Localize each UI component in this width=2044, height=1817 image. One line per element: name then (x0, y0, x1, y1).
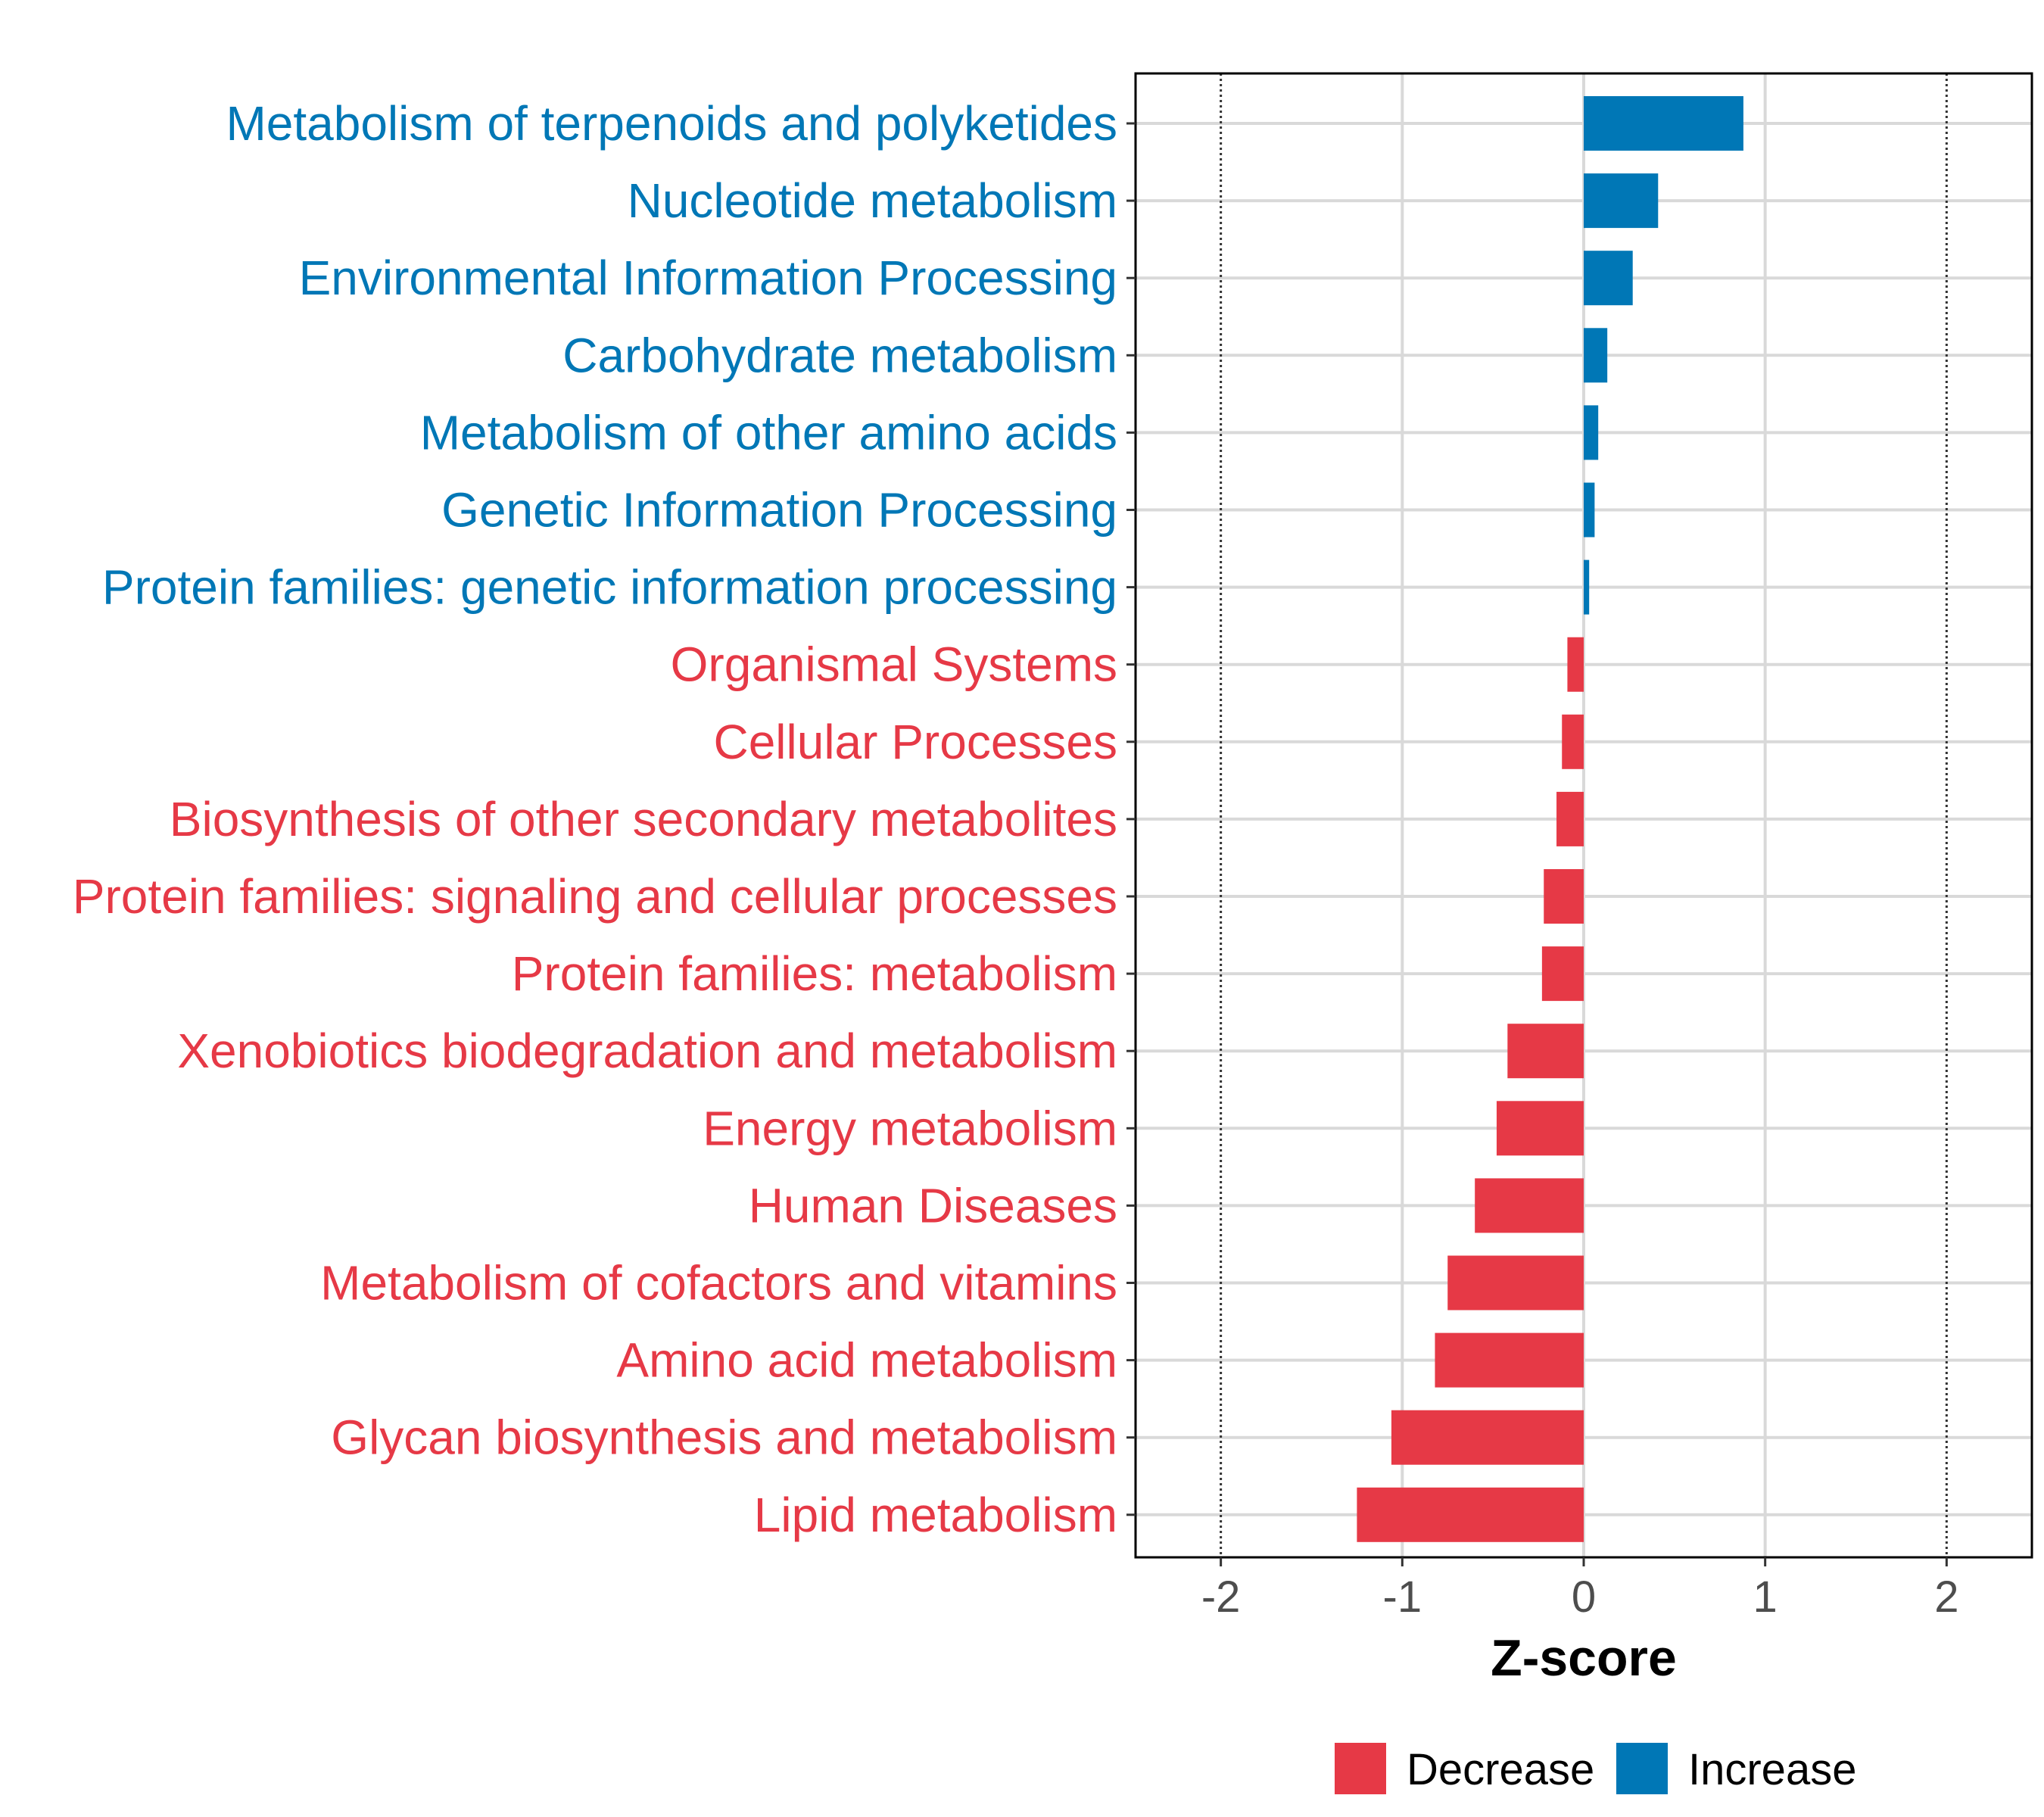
bar (1567, 637, 1584, 692)
category-label: Environmental Information Processing (299, 251, 1117, 305)
x-tick-label: 1 (1753, 1572, 1778, 1622)
category-labels: Metabolism of terpenoids and polyketides… (73, 96, 1136, 1542)
legend-swatch-increase (1616, 1743, 1668, 1794)
category-label: Carbohydrate metabolism (562, 328, 1117, 382)
x-tick-label: 0 (1572, 1572, 1596, 1622)
legend-label-increase: Increase (1688, 1745, 1856, 1794)
bar (1391, 1410, 1584, 1465)
bar (1447, 1255, 1584, 1311)
category-label: Amino acid metabolism (616, 1333, 1117, 1388)
bar (1544, 869, 1584, 924)
legend-swatch-decrease (1335, 1743, 1386, 1794)
bar (1584, 251, 1633, 306)
bar (1584, 328, 1608, 383)
plot-panel (1134, 72, 2033, 1559)
category-label: Energy metabolism (703, 1101, 1117, 1155)
category-label: Protein families: genetic information pr… (102, 560, 1117, 615)
bar (1357, 1487, 1584, 1542)
category-label: Metabolism of terpenoids and polyketides (226, 96, 1117, 151)
bar (1556, 791, 1584, 846)
category-label: Glycan biosynthesis and metabolism (331, 1410, 1117, 1465)
category-label: Protein families: metabolism (512, 946, 1117, 1001)
bar (1541, 946, 1584, 1002)
category-label: Metabolism of other amino acids (420, 405, 1117, 460)
bar (1584, 559, 1590, 615)
x-tick-label: -2 (1201, 1572, 1241, 1622)
x-tick-label: 2 (1934, 1572, 1958, 1622)
category-label: Xenobiotics biodegradation and metabolis… (177, 1024, 1117, 1078)
legend-label-decrease: Decrease (1407, 1745, 1594, 1794)
x-axis: -2 -1 0 1 2 (1201, 1557, 1958, 1622)
category-label: Lipid metabolism (754, 1488, 1117, 1542)
bar (1584, 482, 1595, 538)
category-label: Metabolism of cofactors and vitamins (320, 1256, 1117, 1311)
category-label: Biosynthesis of other secondary metaboli… (170, 792, 1117, 846)
category-label: Protein families: signaling and cellular… (73, 869, 1117, 924)
x-axis-title: Z-score (1491, 1629, 1677, 1687)
bar (1507, 1024, 1584, 1079)
bar (1584, 96, 1743, 151)
category-label: Cellular Processes (713, 715, 1117, 769)
category-label: Nucleotide metabolism (628, 173, 1117, 228)
bar (1496, 1101, 1584, 1156)
x-tick-label: -1 (1383, 1572, 1422, 1622)
bar (1562, 714, 1584, 769)
bar (1584, 173, 1659, 229)
legend: Decrease Increase (1335, 1743, 1856, 1794)
bar (1584, 405, 1599, 460)
category-label: Genetic Information Processing (441, 483, 1117, 538)
category-label: Organismal Systems (671, 637, 1117, 692)
category-label: Human Diseases (749, 1178, 1117, 1233)
bar (1475, 1178, 1584, 1233)
bar (1435, 1332, 1584, 1388)
